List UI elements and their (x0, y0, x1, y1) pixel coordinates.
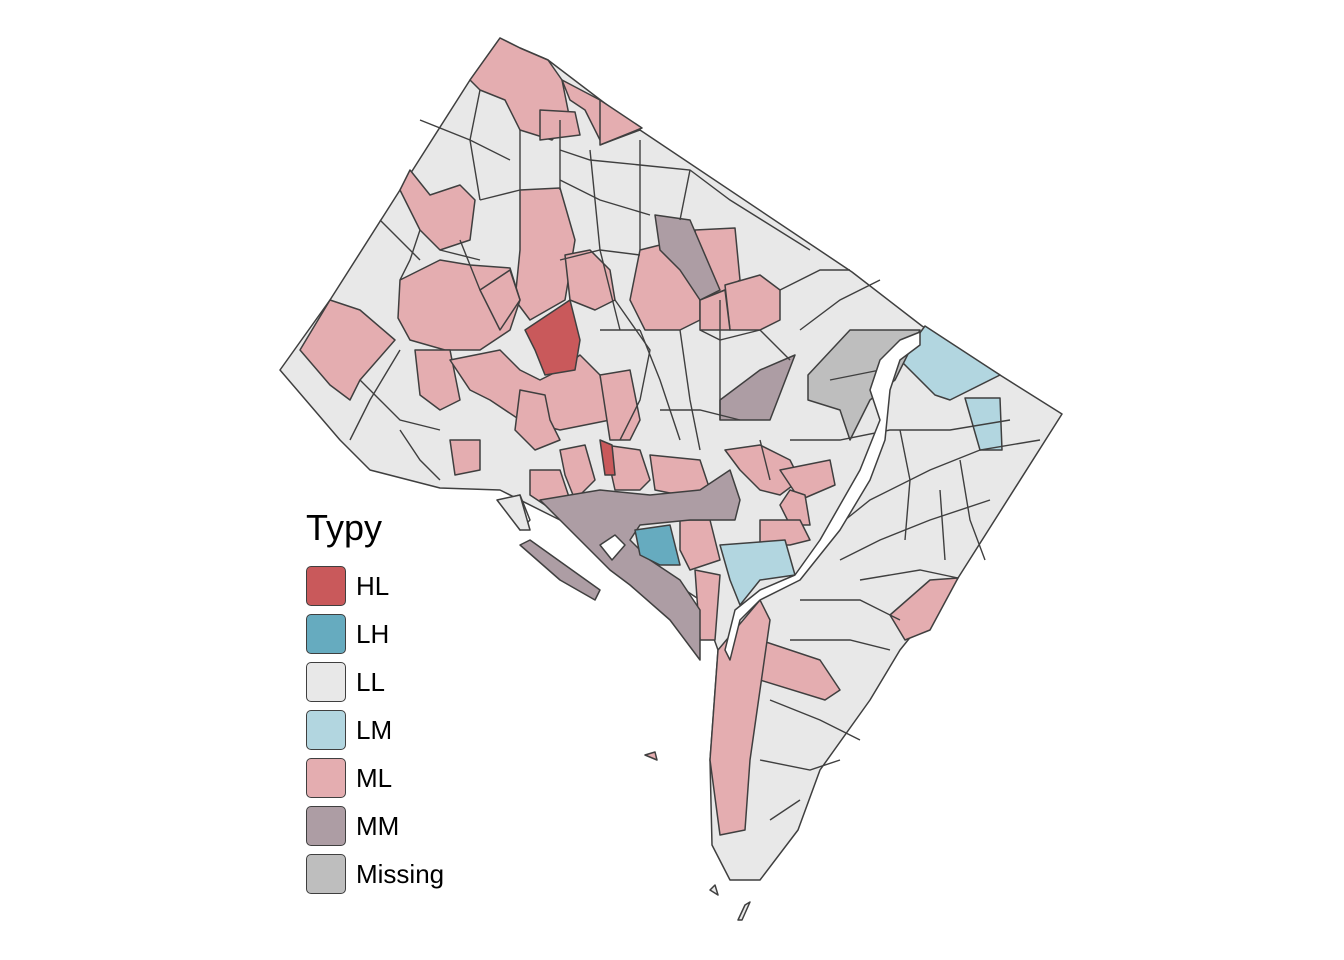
legend-key-lm (306, 710, 346, 750)
legend-label: MM (356, 810, 400, 841)
legend-item-lm: LM (306, 706, 444, 754)
tract-hl (524, 299, 581, 376)
tract-boundary (399, 429, 441, 481)
legend-item-hl: HL (306, 562, 444, 610)
tract-ml (414, 349, 461, 411)
tract-boundary (699, 329, 761, 341)
legend-key-missing (306, 854, 346, 894)
tract-boundary (799, 279, 881, 331)
tract-boundary (599, 129, 641, 146)
tract-boundary (379, 219, 421, 261)
legend-label: HL (356, 570, 390, 601)
tract-boundary (759, 759, 841, 771)
tract-hl (599, 439, 616, 476)
tract-boundary (769, 699, 861, 741)
island-ll (709, 884, 719, 896)
tract-boundary (779, 269, 850, 291)
legend-item-ll: LL (306, 658, 444, 706)
tract-ml (514, 187, 576, 321)
tract-boundary (800, 599, 901, 621)
tract-boundary (359, 379, 441, 431)
tract-ml (759, 519, 811, 546)
tract-ml (397, 259, 521, 351)
tract-ml (299, 299, 396, 401)
tract-boundary (939, 489, 946, 561)
tract-boundary (769, 799, 801, 821)
tract-boundary (679, 169, 691, 221)
tract-boundary (614, 299, 651, 441)
tract-boundary (559, 179, 651, 216)
tract-boundary (839, 499, 991, 561)
tract-ml (604, 444, 651, 491)
tract-lm (719, 539, 796, 606)
tract-boundary (349, 349, 401, 441)
tract-ml (699, 289, 731, 331)
tract-boundary (959, 459, 986, 561)
tract-ml (559, 444, 596, 501)
tract-boundary (759, 439, 771, 481)
tract-boundary (829, 369, 881, 381)
island-ll (737, 901, 751, 921)
tract-boundary (899, 429, 911, 541)
legend-item-lh: LH (306, 610, 444, 658)
legend-key-hl (306, 566, 346, 606)
tract-mm (519, 539, 601, 601)
island-ml (644, 751, 658, 761)
legend-items: HL LH LL LM ML MM Missing (306, 562, 444, 898)
tract-boundary (859, 569, 959, 581)
tract-mm (539, 469, 741, 661)
legend-key-ll (306, 662, 346, 702)
tract-boundary (399, 229, 421, 281)
legend-key-lh (306, 614, 346, 654)
legend-item-missing: Missing (306, 850, 444, 898)
tract-boundary (479, 189, 521, 201)
legend-label: ML (356, 762, 393, 793)
legend: Typy HL LH LL LM ML MM Missing (306, 508, 444, 898)
tract-ml (514, 389, 561, 451)
tract-boundary (439, 249, 481, 261)
legend-label: Missing (356, 858, 445, 889)
tract-boundary (559, 249, 641, 261)
tract-ml (599, 369, 641, 441)
island-ll (496, 494, 531, 531)
tract-ml (779, 459, 836, 501)
legend-key-ml (306, 758, 346, 798)
tract-ml (399, 169, 476, 251)
legend-item-ml: ML (306, 754, 444, 802)
legend-label: LH (356, 618, 390, 649)
map-layer (279, 37, 1063, 921)
legend-title: Typy (306, 507, 383, 548)
legend-label: LL (356, 666, 385, 697)
tract-boundary (790, 419, 1011, 441)
tract-boundary (819, 439, 1041, 541)
legend-item-mm: MM (306, 802, 444, 850)
tract-ml (724, 444, 801, 496)
tract-boundary (790, 639, 891, 651)
tract-lh (634, 524, 681, 566)
tract-boundary (639, 329, 681, 441)
tract-boundary (469, 89, 481, 201)
legend-key-mm (306, 806, 346, 846)
tract-boundary (660, 409, 741, 421)
tract-mm (654, 214, 721, 301)
tract-ml (709, 599, 771, 836)
legend-label: LM (356, 714, 393, 745)
tract-ml (449, 439, 481, 476)
tract-ml (889, 577, 959, 641)
tidal-basin (599, 534, 626, 561)
tract-ml (724, 274, 781, 331)
tract-ml (479, 269, 521, 331)
tract-boundary (679, 329, 701, 451)
anacostia-river (724, 331, 921, 661)
tract-boundary (459, 239, 481, 291)
tract-boundary (759, 329, 791, 361)
